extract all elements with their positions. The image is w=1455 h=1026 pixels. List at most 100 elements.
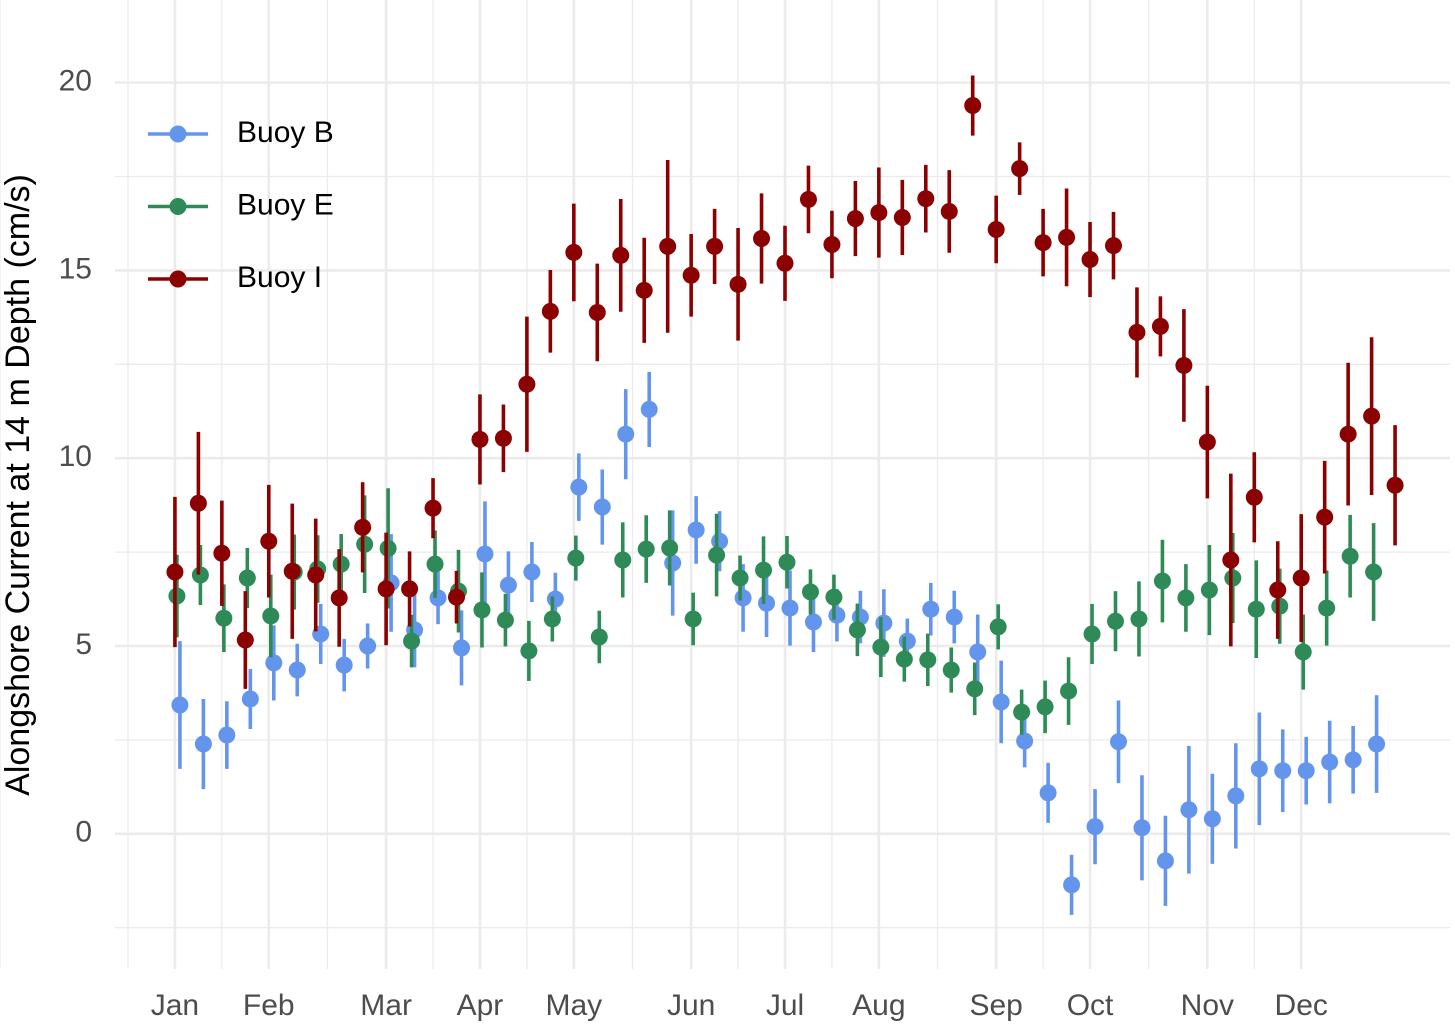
point bbox=[870, 204, 888, 222]
point bbox=[1368, 735, 1386, 753]
point bbox=[1036, 698, 1054, 716]
point bbox=[1250, 760, 1268, 778]
point bbox=[330, 589, 348, 607]
point bbox=[453, 639, 470, 657]
point bbox=[753, 229, 771, 247]
point bbox=[1292, 569, 1310, 587]
point bbox=[1222, 551, 1240, 569]
point bbox=[567, 549, 585, 567]
point bbox=[236, 631, 254, 649]
legend-marker bbox=[169, 125, 187, 143]
point bbox=[1180, 801, 1198, 819]
point bbox=[895, 650, 913, 668]
point bbox=[166, 563, 184, 581]
point bbox=[265, 654, 283, 672]
point bbox=[403, 632, 421, 650]
x-tick-label: May bbox=[545, 989, 602, 1022]
point bbox=[612, 246, 630, 264]
point bbox=[1227, 787, 1245, 805]
point bbox=[1341, 547, 1359, 565]
x-tick-label: Sep bbox=[969, 989, 1022, 1022]
legend-label: Buoy I bbox=[237, 261, 322, 294]
point bbox=[1151, 317, 1169, 335]
point bbox=[1016, 732, 1034, 750]
point bbox=[1063, 876, 1081, 894]
point bbox=[191, 566, 209, 584]
point bbox=[356, 535, 374, 553]
point bbox=[332, 555, 350, 573]
y-tick-label: 0 bbox=[75, 816, 92, 849]
point bbox=[708, 546, 726, 564]
point bbox=[401, 580, 419, 598]
point bbox=[1153, 572, 1171, 590]
point bbox=[799, 190, 817, 208]
point bbox=[241, 690, 259, 708]
point bbox=[590, 628, 608, 646]
point bbox=[335, 656, 353, 674]
point bbox=[1339, 425, 1357, 443]
point bbox=[969, 643, 987, 661]
point bbox=[448, 588, 465, 606]
point bbox=[848, 621, 866, 639]
point bbox=[426, 555, 444, 573]
point bbox=[377, 580, 395, 598]
point bbox=[684, 610, 702, 628]
point bbox=[1011, 160, 1029, 178]
point bbox=[494, 429, 512, 447]
point bbox=[189, 494, 207, 512]
point bbox=[1297, 762, 1315, 780]
point bbox=[825, 588, 843, 606]
point bbox=[729, 275, 747, 293]
point bbox=[424, 499, 442, 517]
point bbox=[476, 545, 494, 563]
point bbox=[1321, 753, 1339, 771]
legend-marker bbox=[169, 270, 187, 288]
point bbox=[640, 400, 658, 418]
point bbox=[687, 521, 705, 539]
point bbox=[1363, 407, 1381, 425]
point bbox=[758, 594, 776, 612]
point bbox=[919, 651, 937, 669]
point bbox=[893, 208, 911, 226]
y-axis-label: Alongshore Current at 14 m Depth (cm/s) bbox=[0, 174, 37, 796]
point bbox=[804, 613, 822, 631]
point bbox=[546, 590, 564, 608]
point bbox=[499, 576, 517, 594]
point bbox=[966, 680, 984, 698]
point bbox=[473, 601, 491, 619]
point bbox=[1271, 597, 1289, 615]
point bbox=[1013, 703, 1031, 721]
point bbox=[898, 632, 916, 650]
point bbox=[659, 237, 677, 255]
point bbox=[543, 610, 561, 628]
point bbox=[1224, 569, 1242, 587]
point bbox=[1105, 237, 1122, 255]
point bbox=[734, 589, 752, 607]
point bbox=[283, 562, 301, 580]
point bbox=[1386, 476, 1404, 494]
point bbox=[989, 618, 1007, 636]
point bbox=[288, 661, 306, 679]
point bbox=[260, 532, 278, 550]
point bbox=[570, 478, 588, 496]
point bbox=[1083, 625, 1101, 643]
point bbox=[520, 642, 538, 660]
point bbox=[1081, 251, 1099, 269]
point bbox=[635, 281, 653, 299]
legend-marker bbox=[169, 198, 187, 215]
point bbox=[614, 551, 632, 569]
point bbox=[940, 202, 958, 220]
point bbox=[379, 539, 397, 557]
point bbox=[1294, 643, 1312, 661]
marks bbox=[166, 75, 1404, 915]
point bbox=[1133, 819, 1151, 837]
point bbox=[776, 254, 794, 272]
point bbox=[215, 609, 233, 627]
point bbox=[706, 237, 724, 255]
legend-label: Buoy E bbox=[237, 188, 334, 221]
point bbox=[1175, 356, 1193, 374]
point bbox=[307, 566, 325, 584]
point bbox=[945, 608, 963, 626]
point bbox=[1274, 762, 1292, 780]
